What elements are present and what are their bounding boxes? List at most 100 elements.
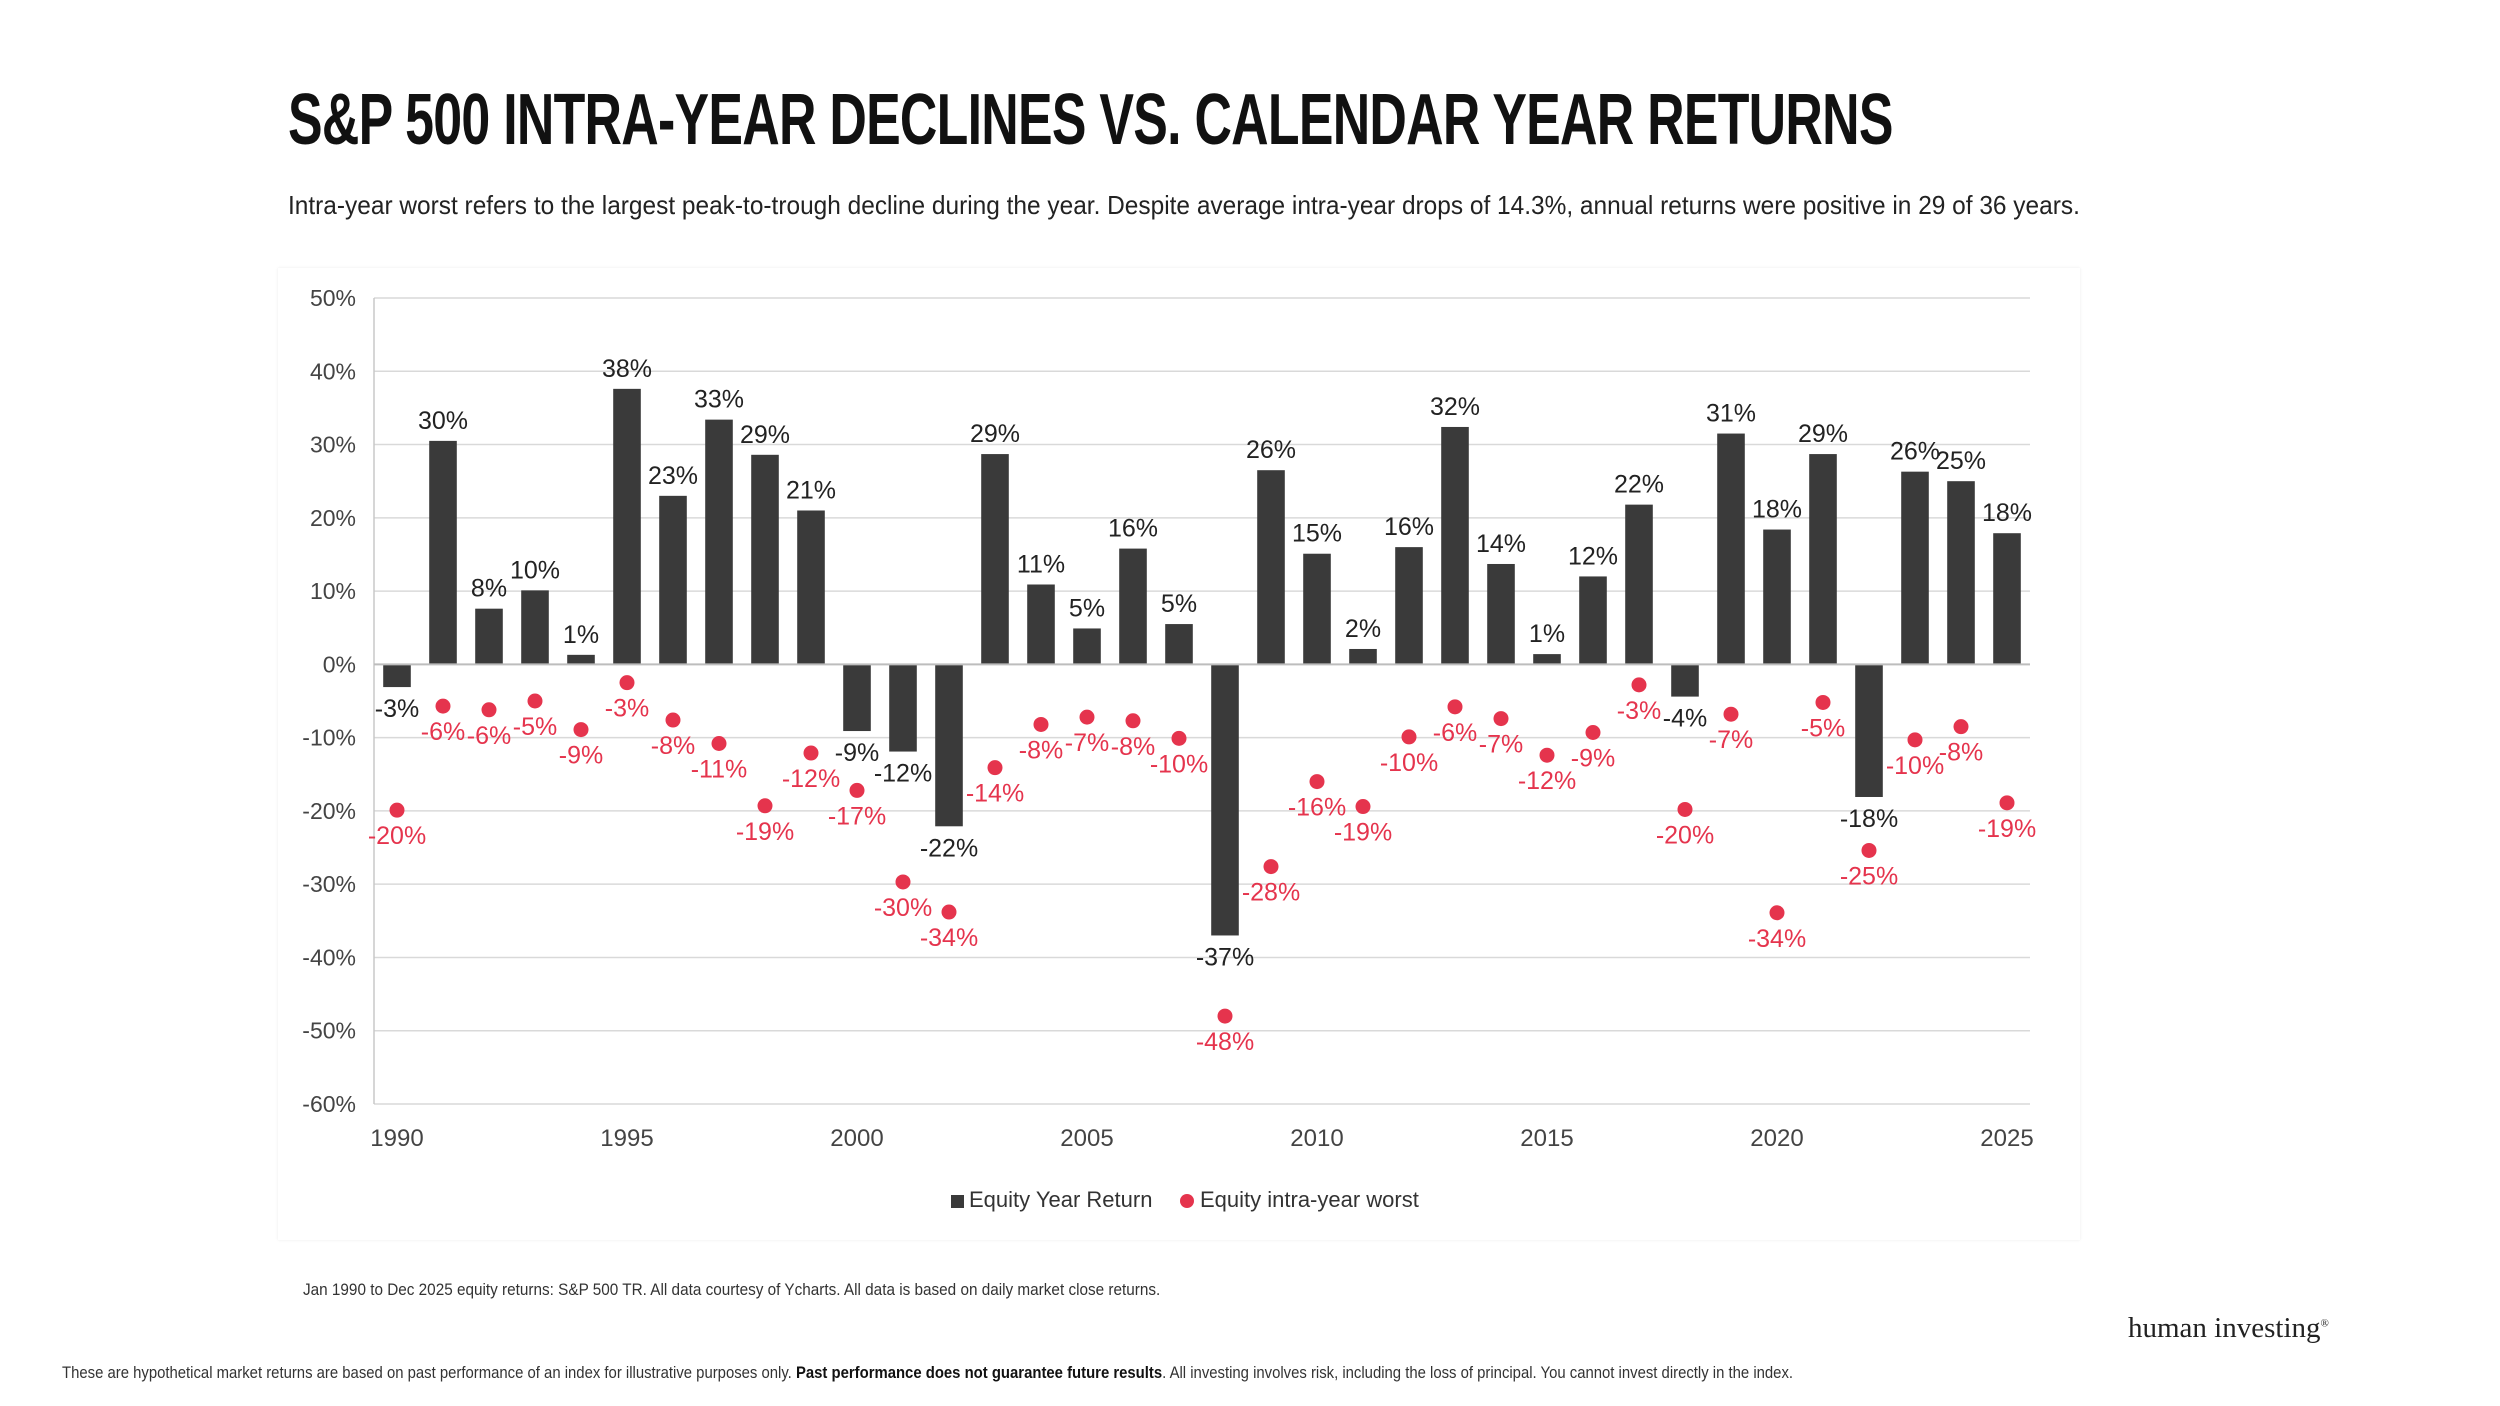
bar-label-2009: 26% [1246,436,1296,464]
bar-label-1993: 10% [510,556,560,584]
dot-2023 [1907,732,1923,748]
x-tick-2005: 2005 [1060,1125,1113,1152]
page-title: S&P 500 INTRA-YEAR DECLINES VS. CALENDAR… [288,80,1893,160]
dot-label-2021: -5% [1801,714,1845,742]
bar-2004 [1027,584,1055,665]
legend-dot-swatch [1180,1194,1194,1208]
bar-label-2001: -12% [874,760,932,788]
page-subtitle: Intra-year worst refers to the largest p… [288,190,2080,220]
bar-label-2002: -22% [920,834,978,862]
dot-2021 [1815,694,1831,710]
bar-2023 [1901,471,1929,665]
dot-label-2013: -6% [1433,719,1477,747]
y-tick-label: 50% [310,285,356,311]
x-tick-1995: 1995 [600,1125,653,1152]
dot-label-2023: -10% [1886,752,1944,780]
bar-label-2022: -18% [1840,805,1898,833]
dot-2004 [1033,716,1049,732]
bar-label-1995: 38% [602,355,652,383]
dot-label-2007: -10% [1150,750,1208,778]
dot-label-2016: -9% [1571,745,1615,773]
brand-logo: human investing® [2128,1312,2329,1345]
x-tick-1990: 1990 [370,1125,423,1152]
dot-label-1993: -5% [513,713,557,741]
legend-bar-swatch [951,1195,964,1208]
bar-2006 [1119,548,1147,665]
disclaimer-bold: Past performance does not guarantee futu… [795,1363,1163,1382]
x-tick-2025: 2025 [1980,1125,2033,1152]
bar-2008 [1211,664,1239,936]
dot-2025 [1999,795,2015,811]
dot-1995 [619,675,635,691]
bar-1993 [521,590,549,665]
bar-2022 [1855,664,1883,797]
bar-label-1996: 23% [648,462,698,490]
x-tick-2015: 2015 [1520,1125,1573,1152]
dot-2014 [1493,711,1509,727]
bar-2011 [1349,648,1377,665]
y-axis-ticks: 50% 40% 30% 20% 10% 0% -10% -20% -30% -40% -50% -60… [302,285,356,1117]
dot-label-2000: -17% [828,802,886,830]
dot-label-1995: -3% [605,695,649,723]
logo-text: human investing [2128,1312,2321,1344]
dot-2022 [1861,842,1877,858]
dot-label-1991: -6% [421,718,465,746]
bar-label-2024: 25% [1936,447,1986,475]
bar-1991 [429,440,457,665]
bar-2025 [1993,533,2021,665]
dot-1994 [573,722,589,738]
dot-label-2003: -14% [966,780,1024,808]
bar-2020 [1763,529,1791,665]
bar-label-2025: 18% [1982,499,2032,527]
registered-mark: ® [2320,1317,2329,1330]
y-tick-label: 30% [310,432,356,458]
dot-label-2008: -48% [1196,1028,1254,1056]
dot-2010 [1309,774,1325,790]
y-tick-label: 20% [310,505,356,531]
bar-label-2023: 26% [1890,438,1940,466]
dot-2003 [987,760,1003,776]
bar-label-2011: 2% [1345,615,1381,643]
dot-1998 [757,798,773,814]
dot-label-1997: -11% [691,755,748,783]
bar-label-2018: -4% [1663,705,1707,733]
dot-label-2011: -19% [1334,819,1392,847]
bar-2013 [1441,426,1469,665]
dot-label-1998: -19% [736,818,794,846]
dot-label-2022: -25% [1840,862,1898,890]
data-labels: -3%30%8%10%1%38%23%33%29%21%-9%-12%-22%2… [368,355,2036,1056]
bar-2003 [981,454,1009,665]
disclaimer-text-2: . All investing involves risk, including… [1162,1363,1794,1382]
bar-label-2020: 18% [1752,496,1802,524]
bar-label-2014: 14% [1476,530,1526,558]
bar-1997 [705,419,733,665]
dot-2001 [895,874,911,890]
x-axis-ticks: 1990 1995 2000 2005 2010 2015 2020 2025 [370,1125,2033,1152]
dot-label-2009: -28% [1242,879,1300,907]
dot-label-1990: -20% [368,822,426,850]
returns-chart: 50% 40% 30% 20% 10% 0% -10% -20% -30% -40% -50% -60… [302,285,2036,1212]
bar-1998 [751,454,779,665]
dot-label-2015: -12% [1518,767,1576,795]
bar-2014 [1487,563,1515,665]
dot-label-2025: -19% [1978,815,2036,843]
bar-label-1997: 33% [694,386,744,414]
bar-label-2015: 1% [1529,620,1565,648]
bar-label-1994: 1% [563,621,599,649]
x-tick-2020: 2020 [1750,1125,1803,1152]
bar-label-2017: 22% [1614,471,1664,499]
y-tick-label: -50% [302,1018,356,1044]
bar-2001 [889,664,917,752]
dot-1992 [481,702,497,718]
y-tick-label: -10% [302,725,356,751]
dot-1999 [803,745,819,761]
bar-label-1992: 8% [471,575,507,603]
dot-2024 [1953,719,1969,735]
chart-legend: Equity Year Return Equity intra-year wor… [951,1187,1419,1212]
bar-2017 [1625,504,1653,665]
bar-2012 [1395,547,1423,665]
bar-label-2019: 31% [1706,400,1756,428]
disclaimer-text-1: These are hypothetical market returns ar… [62,1363,796,1382]
bar-label-1990: -3% [375,695,419,723]
bar-label-2006: 16% [1108,515,1158,543]
